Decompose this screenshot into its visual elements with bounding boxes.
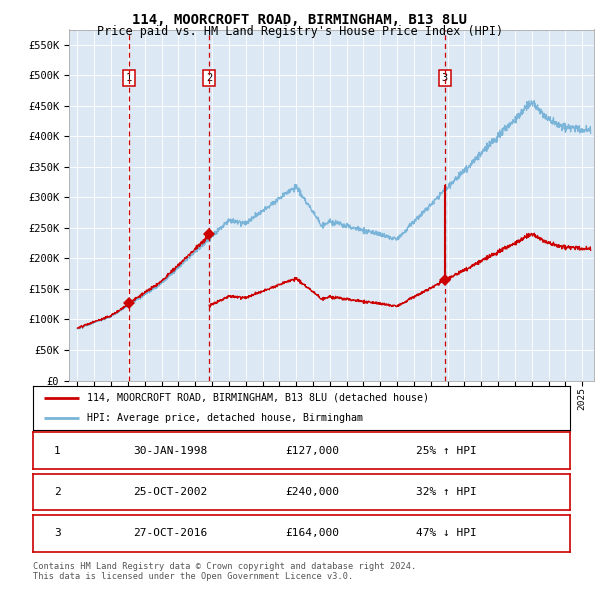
Text: HPI: Average price, detached house, Birmingham: HPI: Average price, detached house, Birm… bbox=[87, 414, 362, 423]
Text: Contains HM Land Registry data © Crown copyright and database right 2024.: Contains HM Land Registry data © Crown c… bbox=[33, 562, 416, 571]
Text: 114, MOORCROFT ROAD, BIRMINGHAM, B13 8LU (detached house): 114, MOORCROFT ROAD, BIRMINGHAM, B13 8LU… bbox=[87, 393, 428, 402]
Text: 3: 3 bbox=[442, 73, 448, 83]
Text: £240,000: £240,000 bbox=[285, 487, 339, 497]
Text: 25-OCT-2002: 25-OCT-2002 bbox=[133, 487, 207, 497]
Text: 2: 2 bbox=[206, 73, 212, 83]
Text: £127,000: £127,000 bbox=[285, 446, 339, 455]
Text: 30-JAN-1998: 30-JAN-1998 bbox=[133, 446, 207, 455]
Text: This data is licensed under the Open Government Licence v3.0.: This data is licensed under the Open Gov… bbox=[33, 572, 353, 581]
Text: Price paid vs. HM Land Registry's House Price Index (HPI): Price paid vs. HM Land Registry's House … bbox=[97, 25, 503, 38]
Text: 3: 3 bbox=[54, 529, 61, 538]
Text: £164,000: £164,000 bbox=[285, 529, 339, 538]
Text: 27-OCT-2016: 27-OCT-2016 bbox=[133, 529, 207, 538]
Text: 25% ↑ HPI: 25% ↑ HPI bbox=[416, 446, 477, 455]
Text: 32% ↑ HPI: 32% ↑ HPI bbox=[416, 487, 477, 497]
Text: 1: 1 bbox=[126, 73, 133, 83]
Text: 2: 2 bbox=[54, 487, 61, 497]
Text: 114, MOORCROFT ROAD, BIRMINGHAM, B13 8LU: 114, MOORCROFT ROAD, BIRMINGHAM, B13 8LU bbox=[133, 13, 467, 27]
Text: 47% ↓ HPI: 47% ↓ HPI bbox=[416, 529, 477, 538]
Text: 1: 1 bbox=[54, 446, 61, 455]
